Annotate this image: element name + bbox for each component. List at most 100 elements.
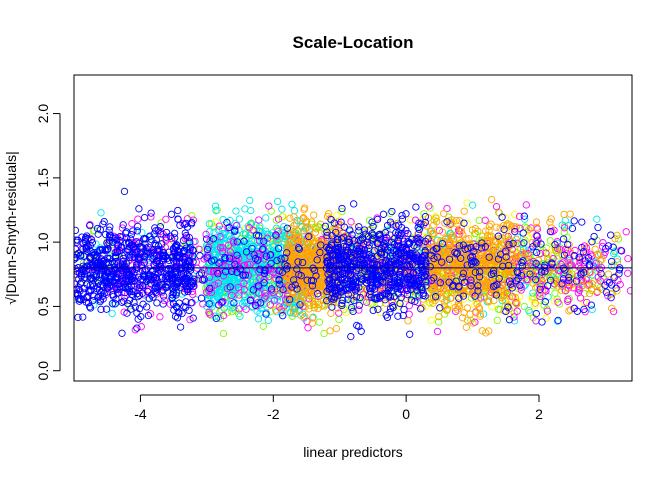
data-point	[109, 238, 117, 246]
data-point	[440, 209, 448, 218]
data-point	[398, 229, 406, 238]
data-point	[255, 232, 263, 240]
data-point	[575, 253, 583, 261]
data-point	[538, 318, 546, 326]
data-point	[448, 282, 457, 291]
data-point	[267, 287, 276, 295]
data-point	[448, 216, 456, 224]
data-point	[565, 276, 573, 285]
data-point	[251, 255, 260, 263]
data-point	[293, 285, 301, 293]
data-point	[560, 210, 568, 219]
data-point	[134, 273, 143, 281]
data-point	[240, 279, 248, 287]
data-point	[122, 229, 130, 237]
data-point	[585, 289, 594, 298]
data-point	[128, 220, 136, 228]
data-point	[88, 274, 96, 283]
data-point	[596, 277, 604, 285]
data-point	[156, 313, 164, 321]
data-point	[189, 247, 197, 255]
data-point	[425, 202, 433, 210]
data-point	[202, 230, 210, 239]
data-point	[286, 295, 294, 304]
data-point	[481, 243, 490, 251]
data-point	[235, 294, 243, 302]
data-point	[508, 269, 516, 277]
data-point	[255, 237, 264, 245]
data-point	[412, 203, 420, 211]
data-point	[502, 232, 510, 240]
data-point	[235, 226, 243, 234]
data-point	[305, 232, 313, 241]
data-point	[274, 244, 283, 253]
data-point	[427, 295, 436, 303]
data-point	[622, 228, 630, 236]
data-point	[221, 262, 230, 271]
data-point	[340, 275, 349, 284]
data-point	[241, 205, 249, 213]
data-point	[454, 301, 462, 310]
data-point	[267, 285, 276, 293]
data-point	[325, 244, 334, 252]
data-point	[100, 289, 108, 298]
data-point	[312, 248, 320, 256]
data-point	[260, 279, 268, 287]
data-point	[504, 220, 512, 228]
data-point	[383, 313, 392, 322]
data-point	[403, 295, 411, 303]
data-point	[320, 329, 328, 338]
data-point	[312, 225, 320, 233]
data-point	[355, 322, 363, 331]
data-point	[431, 285, 439, 293]
data-point	[560, 224, 569, 232]
data-point	[274, 227, 282, 236]
data-point	[127, 305, 135, 313]
data-point	[255, 253, 263, 261]
data-point	[244, 271, 252, 280]
data-point	[217, 299, 225, 307]
data-point	[554, 316, 562, 325]
data-point	[478, 236, 486, 244]
data-point	[206, 284, 214, 293]
data-point	[520, 239, 528, 247]
data-point	[84, 262, 92, 270]
data-point	[559, 275, 568, 283]
data-point	[552, 246, 560, 254]
data-point	[406, 254, 414, 262]
data-point	[482, 329, 490, 337]
data-point	[460, 308, 468, 317]
data-point	[608, 304, 616, 313]
data-point	[507, 280, 515, 288]
data-point	[607, 257, 616, 266]
data-point	[341, 299, 350, 307]
data-point	[485, 222, 494, 230]
data-point	[238, 249, 246, 257]
data-point	[242, 244, 251, 253]
data-point	[473, 300, 481, 308]
data-point	[216, 233, 224, 241]
data-point	[512, 252, 520, 261]
data-point	[624, 269, 632, 277]
data-point	[473, 285, 481, 294]
data-point	[174, 276, 182, 285]
data-point	[537, 240, 545, 248]
data-point	[231, 226, 239, 234]
data-point	[444, 305, 452, 313]
data-point	[135, 205, 143, 213]
data-point	[102, 230, 110, 239]
data-point	[254, 299, 262, 307]
data-point	[116, 236, 124, 245]
data-point	[455, 302, 464, 311]
data-point	[463, 220, 471, 228]
data-point	[236, 312, 244, 321]
data-point	[455, 294, 463, 302]
data-point	[564, 284, 572, 292]
data-point	[174, 215, 182, 223]
data-point	[254, 282, 263, 290]
data-point	[168, 294, 176, 302]
data-point	[486, 288, 494, 296]
data-point	[167, 210, 176, 218]
